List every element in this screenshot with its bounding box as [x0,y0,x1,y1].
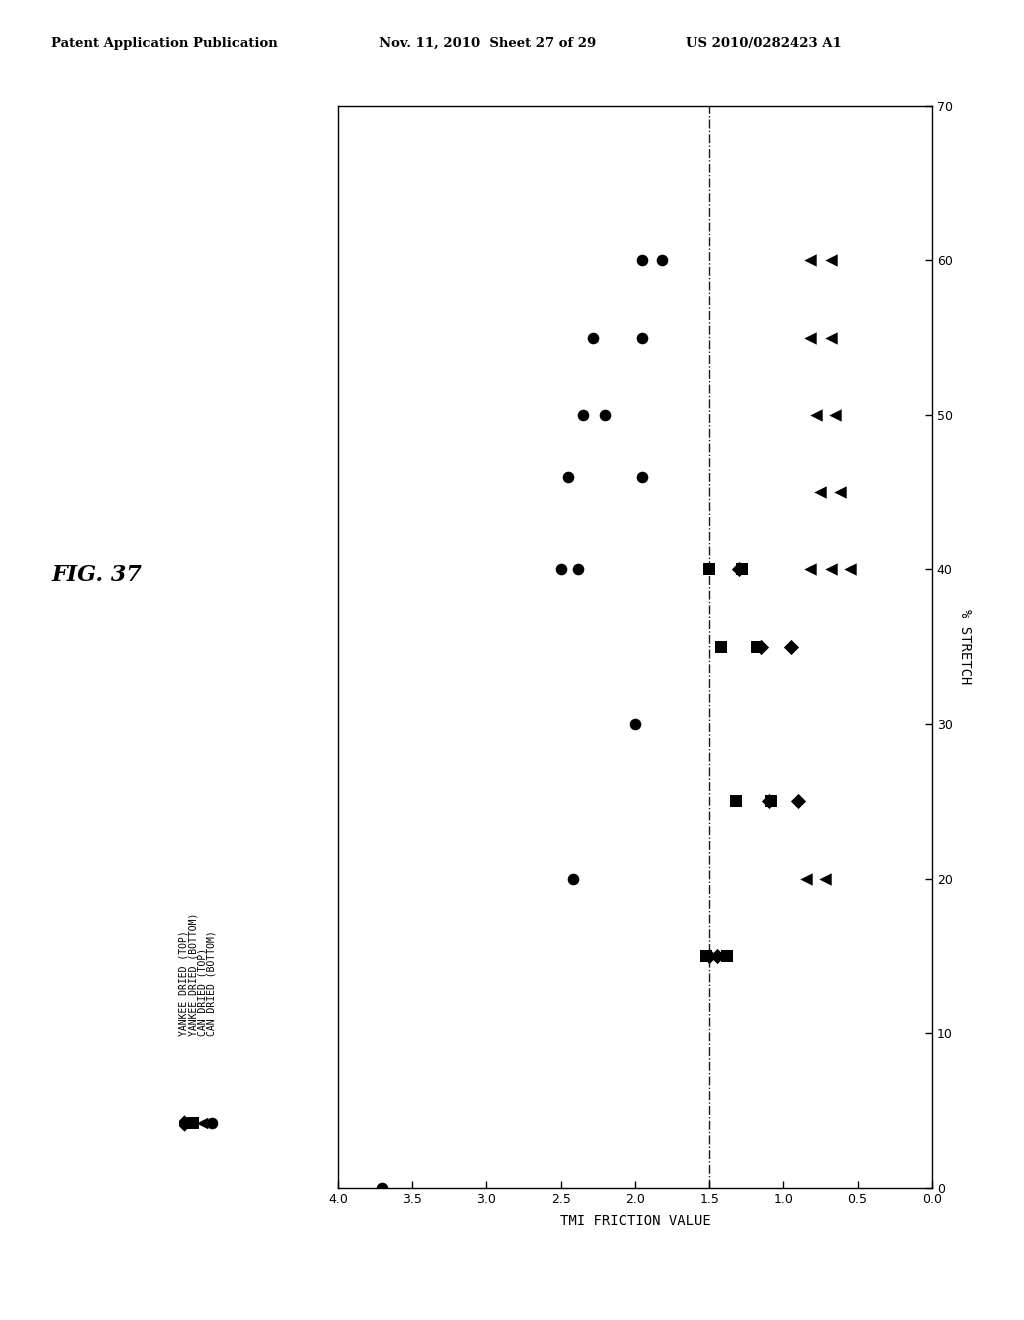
Point [719,945,735,966]
Text: Nov. 11, 2010  Sheet 27 of 29: Nov. 11, 2010 Sheet 27 of 29 [379,37,596,50]
Point [700,945,717,966]
Text: CAN DRIED (BOTTOM): CAN DRIED (BOTTOM) [207,931,217,1036]
Point [700,558,717,579]
Point [782,636,799,657]
Point [204,1113,220,1134]
Y-axis label: % STRETCH: % STRETCH [958,609,972,685]
Point [808,404,824,425]
Point [822,327,839,348]
Point [822,558,839,579]
Point [564,869,581,890]
Point [760,791,776,812]
Point [733,558,750,579]
Point [731,558,748,579]
Point [831,482,848,503]
Point [698,945,715,966]
Point [763,791,779,812]
Point [627,714,643,735]
Point [709,945,725,966]
Point [195,1113,211,1134]
Text: CAN DRIED (TOP): CAN DRIED (TOP) [198,948,208,1036]
Point [570,558,587,579]
Point [791,791,807,812]
Point [553,558,569,579]
Point [185,1113,202,1134]
Point [560,466,577,487]
Text: Patent Application Publication: Patent Application Publication [51,37,278,50]
Point [176,1113,193,1134]
Point [713,636,729,657]
Point [574,404,591,425]
Point [798,869,814,890]
Point [634,249,650,271]
Point [634,466,650,487]
Point [802,327,818,348]
Point [802,249,818,271]
Point [822,249,839,271]
Point [653,249,670,271]
Point [597,404,613,425]
Point [585,327,601,348]
Point [749,636,765,657]
Point [802,558,818,579]
Text: US 2010/0282423 A1: US 2010/0282423 A1 [686,37,842,50]
Point [812,482,828,503]
Point [634,327,650,348]
Text: FIG. 37: FIG. 37 [51,564,142,586]
Point [753,636,769,657]
Point [817,869,834,890]
X-axis label: TMI FRICTION VALUE: TMI FRICTION VALUE [559,1214,711,1228]
Point [842,558,858,579]
Point [375,1177,391,1199]
Point [827,404,844,425]
Text: YANKEE DRIED (TOP): YANKEE DRIED (TOP) [179,931,188,1036]
Point [728,791,744,812]
Text: YANKEE DRIED (BOTTOM): YANKEE DRIED (BOTTOM) [188,913,198,1036]
